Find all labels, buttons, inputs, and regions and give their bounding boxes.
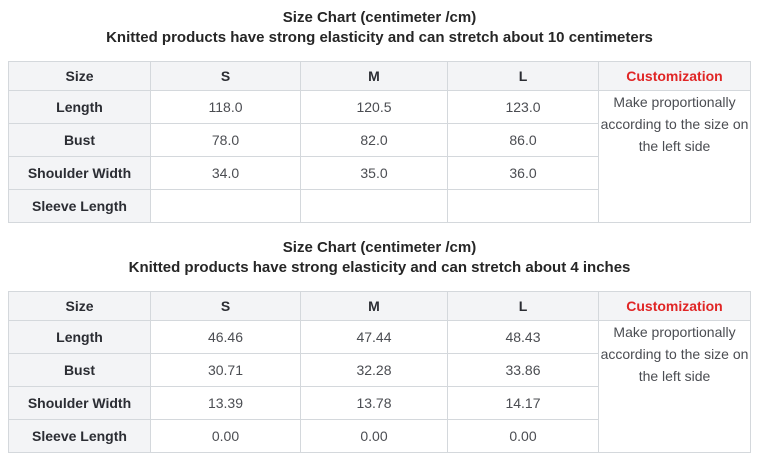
value-cell: 48.43 [447,320,599,354]
value-cell: 0.00 [150,419,301,453]
value-cell: 13.78 [300,386,448,420]
table-row-length: Length 46.46 47.44 48.43 Make proportion… [8,320,751,453]
value-cell: 0.00 [300,419,448,453]
row-label-shoulder-width: Shoulder Width [8,156,151,190]
value-cell: 13.39 [150,386,301,420]
size-chart-subtitle: Knitted products have strong elasticity … [106,29,653,46]
column-header-m: M [300,61,448,91]
size-chart-table-cm: Size S M L Customization Length 118.0 12… [8,61,751,223]
value-cell: 82.0 [300,123,448,157]
value-cell [447,189,599,223]
column-header-s: S [150,291,301,321]
table-row-shoulder-width: Shoulder Width 34.0 35.0 36.0 [8,156,751,190]
value-cell: 32.28 [300,353,448,387]
value-cell [300,189,448,223]
value-cell: 34.0 [150,156,301,190]
value-cell: 86.0 [447,123,599,157]
table-row-sleeve-length: Sleeve Length 0.00 0.00 0.00 [8,419,751,453]
value-cell: 120.5 [300,90,448,124]
row-label-sleeve-length: Sleeve Length [8,189,151,223]
row-label-bust: Bust [8,353,151,387]
size-chart-section-cm: Size Chart (centimeter /cm) Knitted prod… [8,8,751,223]
header-row: Size S M L Customization [8,291,751,321]
column-header-size: Size [8,61,151,91]
row-label-length: Length [8,90,151,124]
value-cell: 0.00 [447,419,599,453]
value-cell: 30.71 [150,353,301,387]
value-cell: 33.86 [447,353,599,387]
customization-note: Make proportionally according to the siz… [598,320,751,453]
table-row-shoulder-width: Shoulder Width 13.39 13.78 14.17 [8,386,751,420]
column-header-customization: Customization [598,61,751,91]
value-cell: 78.0 [150,123,301,157]
size-chart-table-inch: Size S M L Customization Length 46.46 47… [8,291,751,453]
table-row-bust: Bust 78.0 82.0 86.0 [8,123,751,157]
row-label-shoulder-width: Shoulder Width [8,386,151,420]
value-cell: 47.44 [300,320,448,354]
column-header-customization: Customization [598,291,751,321]
row-label-bust: Bust [8,123,151,157]
row-label-sleeve-length: Sleeve Length [8,419,151,453]
column-header-l: L [447,291,599,321]
table-row-bust: Bust 30.71 32.28 33.86 [8,353,751,387]
header-row: Size S M L Customization [8,61,751,91]
column-header-l: L [447,61,599,91]
value-cell: 118.0 [150,90,301,124]
column-header-m: M [300,291,448,321]
column-header-s: S [150,61,301,91]
value-cell: 14.17 [447,386,599,420]
value-cell [150,189,301,223]
size-chart-section-inch: Size Chart (centimeter /cm) Knitted prod… [8,238,751,453]
table-row-length: Length 118.0 120.5 123.0 Make proportion… [8,90,751,223]
size-chart-title: Size Chart (centimeter /cm) [282,9,477,26]
row-label-length: Length [8,320,151,354]
size-chart-subtitle: Knitted products have strong elasticity … [128,259,631,276]
value-cell: 36.0 [447,156,599,190]
value-cell: 46.46 [150,320,301,354]
size-chart-title: Size Chart (centimeter /cm) [282,239,477,256]
value-cell: 35.0 [300,156,448,190]
value-cell: 123.0 [447,90,599,124]
column-header-size: Size [8,291,151,321]
table-row-sleeve-length: Sleeve Length [8,189,751,223]
customization-note: Make proportionally according to the siz… [598,90,751,223]
